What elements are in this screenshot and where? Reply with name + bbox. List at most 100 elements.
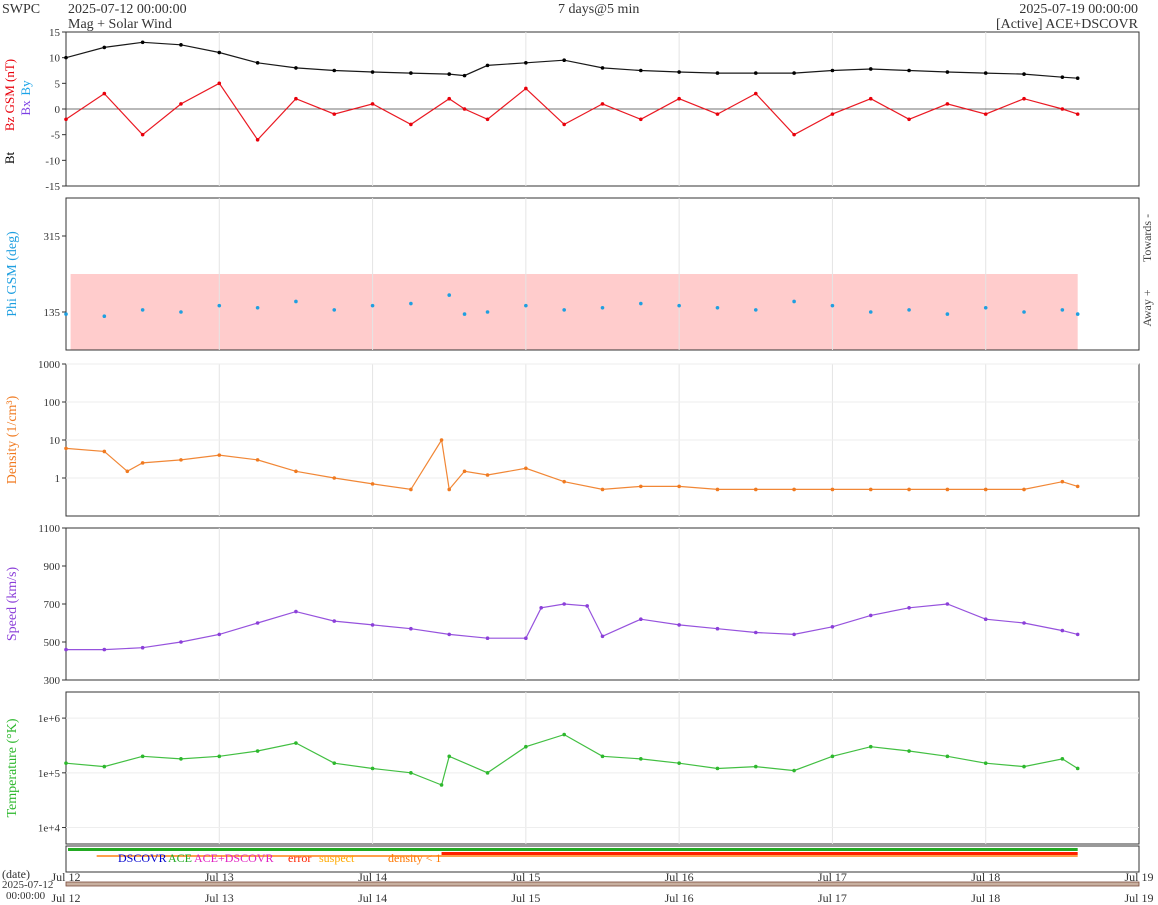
series-speed-point bbox=[639, 617, 643, 621]
series-speed-point bbox=[677, 623, 681, 627]
series-density-point bbox=[715, 487, 720, 492]
source-strip-frame bbox=[65, 845, 1140, 873]
series-temperature-point bbox=[140, 754, 145, 759]
series-temperature-point bbox=[830, 754, 835, 759]
y-tick-label: 15 bbox=[49, 27, 61, 39]
series-density-point bbox=[830, 487, 835, 492]
y-axis-label: Speed (km/s) bbox=[5, 567, 20, 642]
x-tick-label-bottom: Jul 16 bbox=[665, 891, 694, 905]
series-speed-point bbox=[485, 636, 490, 640]
series-speed-point bbox=[102, 647, 107, 652]
series-density-point bbox=[753, 487, 758, 492]
series-bz-point bbox=[217, 81, 222, 86]
y-tick-label: 10 bbox=[49, 53, 61, 65]
series-bt-point bbox=[1075, 76, 1080, 80]
series-speed-point bbox=[1075, 632, 1080, 637]
series-temperature-point bbox=[217, 754, 222, 759]
x-tick-label-top: Jul 13 bbox=[205, 870, 234, 884]
series-bz-point bbox=[140, 132, 145, 137]
series-phi-point bbox=[562, 308, 566, 312]
series-phi-point bbox=[753, 308, 758, 312]
series-phi-point bbox=[983, 305, 988, 310]
series-bt-point bbox=[830, 68, 835, 73]
series-speed-point bbox=[907, 606, 911, 610]
series-temperature-point bbox=[868, 744, 873, 749]
legend-error: error bbox=[288, 851, 311, 865]
series-phi-point bbox=[447, 293, 452, 297]
series-density-point bbox=[868, 487, 873, 492]
subtitle: Mag + Solar Wind bbox=[68, 17, 172, 32]
series-speed-point bbox=[447, 632, 452, 637]
series-phi-point bbox=[1075, 312, 1080, 316]
series-speed-point bbox=[539, 606, 543, 610]
series-density-point bbox=[179, 458, 183, 462]
series-phi-point bbox=[524, 303, 528, 308]
source-bar-error bbox=[441, 852, 1078, 855]
series-density-point bbox=[370, 482, 375, 486]
series-phi-point bbox=[294, 299, 298, 304]
x-tick-label-top: Jul 16 bbox=[665, 870, 694, 884]
y-tick-label: 500 bbox=[44, 637, 61, 649]
series-speed-point bbox=[983, 617, 988, 621]
series-phi-point bbox=[677, 303, 681, 308]
series-bz-point bbox=[447, 96, 452, 101]
series-phi-point bbox=[792, 299, 796, 304]
series-speed-point bbox=[332, 619, 337, 623]
series-density-point bbox=[562, 479, 566, 484]
y-axis-label-part: Bt bbox=[2, 151, 17, 164]
series-bz-point bbox=[830, 112, 835, 116]
x-tick-label-top: Jul 17 bbox=[818, 870, 847, 884]
series-speed-point bbox=[524, 636, 528, 640]
series-bt-line bbox=[65, 41, 1078, 79]
series-density-point bbox=[462, 469, 467, 474]
series-bt-point bbox=[983, 71, 988, 75]
x-tick-label-bottom: Jul 18 bbox=[971, 891, 1000, 905]
y-tick-label: 10 bbox=[49, 435, 61, 447]
series-speed-point bbox=[753, 630, 758, 635]
series-speed-point bbox=[409, 626, 413, 631]
panel-frame bbox=[65, 691, 1140, 845]
legend-ace-dscovr: ACE+DSCOVR bbox=[194, 851, 273, 865]
series-bz-point bbox=[255, 138, 260, 142]
series-density-point bbox=[255, 458, 260, 462]
series-bt-point bbox=[792, 71, 796, 75]
series-bz-point bbox=[945, 102, 950, 106]
y-axis-label-part: By bbox=[18, 80, 33, 96]
panel-density: 1000 100 10 1 Density (1/cm³) bbox=[5, 359, 1140, 517]
series-phi-point bbox=[1022, 310, 1026, 314]
series-bz-point bbox=[294, 96, 298, 101]
panel-phi: 135 315 Phi GSM (deg) Towards - Away + bbox=[5, 197, 1154, 351]
series-bz-point bbox=[715, 112, 720, 116]
series-phi-point bbox=[102, 314, 107, 319]
x-tick-label-top: Jul 15 bbox=[511, 870, 540, 884]
series-bt-point bbox=[255, 61, 260, 65]
series-density-point bbox=[639, 484, 643, 489]
panel-mag: -15 -10 -5 0 5 10 15 Bt Bz GSM (nT) Bx By bbox=[2, 27, 1140, 193]
series-temperature-point bbox=[639, 757, 643, 761]
y-tick-label: 1 bbox=[55, 473, 61, 485]
series-bt-point bbox=[370, 70, 375, 74]
y-tick-label: -10 bbox=[45, 155, 60, 167]
series-density-point bbox=[1060, 479, 1065, 484]
series-temperature-point bbox=[64, 761, 68, 765]
series-bt-point bbox=[524, 61, 528, 65]
series-bt-point bbox=[447, 72, 452, 76]
panel-temperature: 1e+6 1e+5 1e+4 Temperature (°K) bbox=[5, 691, 1140, 845]
legend-density-lt1: density < 1 bbox=[388, 851, 441, 865]
series-speed-point bbox=[945, 602, 950, 606]
x-tick-label-bottom: Jul 15 bbox=[511, 891, 540, 905]
series-bz-point bbox=[332, 112, 337, 116]
series-temperature-point bbox=[332, 761, 337, 765]
series-temperature-point bbox=[439, 783, 444, 787]
series-temperature-point bbox=[1022, 764, 1026, 769]
series-phi-point bbox=[332, 308, 337, 312]
y-tick-label: 315 bbox=[44, 231, 61, 243]
series-phi-point bbox=[64, 312, 68, 316]
series-bz-point bbox=[485, 117, 490, 122]
series-bt-point bbox=[485, 63, 490, 68]
series-temperature-point bbox=[983, 761, 988, 765]
y-tick-label: 1e+6 bbox=[38, 713, 61, 725]
start-time-label: 00:00:00 bbox=[6, 890, 46, 902]
panel-frame bbox=[65, 527, 1140, 681]
